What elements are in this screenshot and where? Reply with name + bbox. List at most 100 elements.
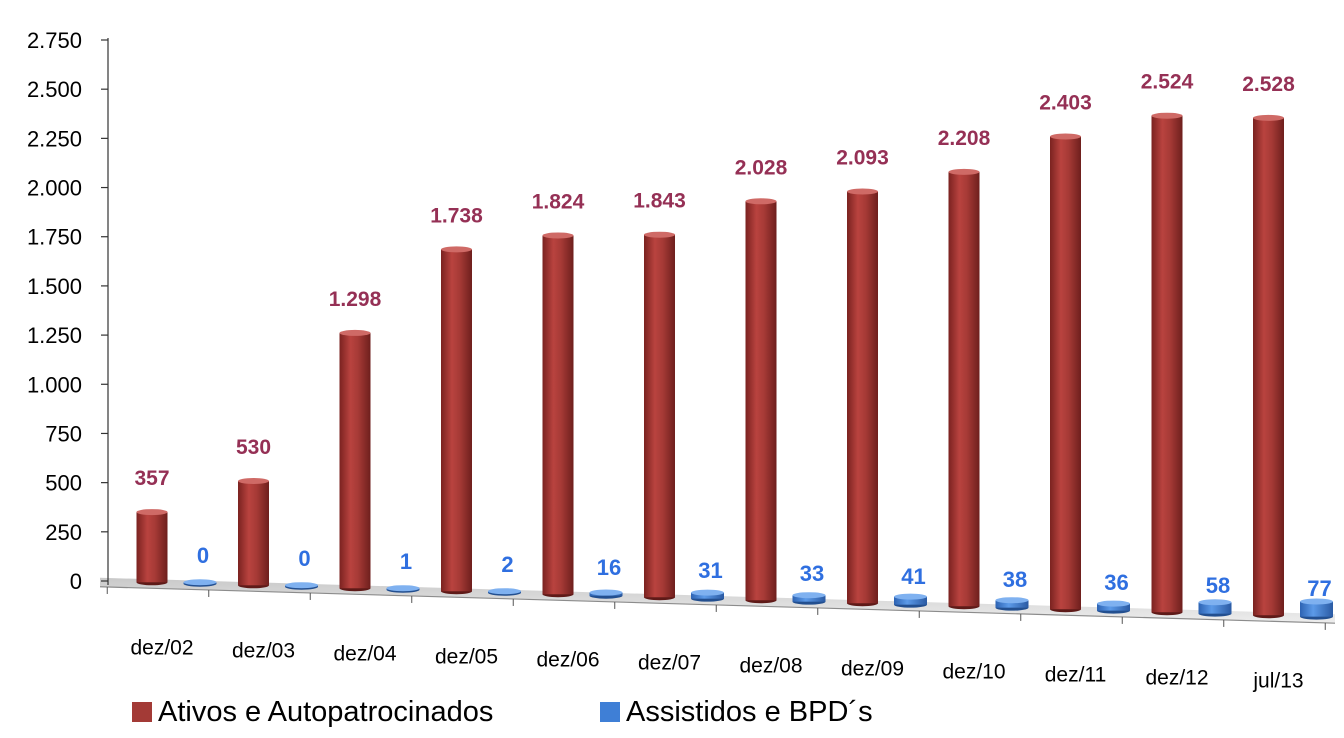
x-tick-label: dez/02: [130, 636, 193, 659]
data-label-assistidos: 33: [800, 561, 824, 586]
x-tick-label: dez/04: [333, 642, 396, 665]
bar-assistidos-top: [1198, 599, 1232, 606]
bar-ativos: [644, 234, 675, 598]
data-label-ativos: 2.028: [735, 156, 788, 179]
legend-label-ativos: Ativos e Autopatrocinados: [158, 695, 494, 728]
x-tick-label: dez/11: [1045, 663, 1107, 686]
bar-assistidos-top: [386, 585, 420, 592]
bar-ativos-top: [644, 231, 675, 238]
bar-assistidos: [691, 592, 724, 599]
bar-ativos-top: [136, 509, 168, 516]
x-axis-line: [99, 586, 1336, 624]
x-tick-label: jul/13: [1252, 669, 1303, 692]
bar-ativos: [847, 191, 878, 604]
y-tick-label: 250: [45, 520, 82, 545]
y-tick-label: 2.750: [27, 28, 82, 53]
bar-ativos: [1151, 115, 1183, 613]
x-tick-label: dez/06: [536, 648, 599, 671]
x-tick-label: dez/10: [942, 660, 1005, 683]
bar-ativos-top: [238, 478, 269, 485]
bar-ativos: [745, 201, 777, 601]
data-label-ativos: 2.403: [1039, 92, 1092, 115]
legend-swatch-ativos: [132, 702, 152, 722]
y-tick-label: 500: [45, 471, 82, 496]
data-label-assistidos: 2: [501, 552, 513, 577]
bar-ativos: [542, 235, 574, 595]
bar-ativos-top: [339, 329, 371, 336]
data-label-assistidos: 1: [400, 549, 412, 574]
y-tick-label: 2.250: [27, 126, 82, 151]
y-tick-label: 1.000: [27, 372, 82, 397]
bar-assistidos: [995, 600, 1029, 608]
bar-ativos: [1253, 117, 1284, 616]
data-label-assistidos: 41: [901, 564, 925, 589]
data-label-ativos: 2.093: [836, 147, 889, 170]
bar-assistidos-top: [1300, 598, 1333, 605]
bar-ativos-top: [948, 168, 980, 175]
chart-axes: 0 250 500 750 1.000 1.250 1.500 1.750 2.000 2.250…: [27, 28, 1326, 692]
data-label-ativos: 1.298: [329, 288, 382, 311]
legend-item-assistidos: Assistidos e BPD´s: [600, 692, 873, 732]
bar-assistidos-top: [589, 589, 623, 596]
data-label-assistidos: 0: [197, 543, 209, 568]
y-tick-label: 1.500: [27, 274, 82, 299]
data-label-assistidos: 36: [1104, 570, 1128, 595]
y-tick-label: 0: [70, 569, 82, 594]
bar-assistidos: [1300, 601, 1333, 617]
data-label-ativos: 1.843: [633, 190, 686, 213]
data-label-ativos: 1.824: [532, 190, 585, 213]
x-tick-label: dez/05: [435, 645, 498, 668]
bar-assistidos: [1198, 602, 1232, 614]
y-tick-label: 2.500: [27, 77, 82, 102]
data-label-ativos: 2.208: [938, 127, 991, 150]
y-tick-label: 1.750: [27, 225, 82, 250]
data-label-ativos: 530: [236, 436, 271, 459]
data-label-assistidos: 77: [1307, 576, 1331, 601]
legend-swatch-assistidos: [600, 702, 620, 722]
data-label-ativos: 2.524: [1141, 71, 1194, 94]
bar-ativos: [948, 171, 980, 607]
legend-label-assistidos: Assistidos e BPD´s: [626, 695, 873, 728]
chart-bars: [136, 112, 1333, 620]
bar-ativos-top: [847, 188, 878, 195]
bar-assistidos-top: [792, 592, 826, 599]
data-label-assistidos: 0: [298, 546, 310, 571]
bar-assistidos: [1097, 603, 1130, 611]
chart-data-labels: 357 0 530 0 1.298 1 1.738 2 1.824 16 1.843 31 2.028 3…: [134, 71, 1331, 601]
bar-ativos: [339, 332, 371, 589]
bar-ativos-top: [1050, 133, 1081, 140]
bar-ativos-top: [1253, 114, 1284, 121]
x-tick-label: dez/07: [638, 651, 701, 674]
bar-assistidos-top: [183, 579, 217, 586]
bar-ativos-top: [441, 246, 472, 253]
bar-assistidos-top: [995, 597, 1029, 604]
legend-item-ativos: Ativos e Autopatrocinados: [132, 692, 493, 732]
bar-ativos: [441, 249, 472, 592]
bar-assistidos-top: [894, 593, 927, 600]
data-label-assistidos: 16: [597, 555, 621, 580]
data-label-ativos: 357: [134, 467, 169, 490]
bar-assistidos-top: [691, 589, 724, 596]
bar-assistidos: [792, 595, 826, 602]
data-label-assistidos: 31: [698, 558, 722, 583]
bar-ativos-top: [542, 232, 574, 239]
bar-assistidos: [894, 596, 927, 605]
data-label-ativos: 1.738: [430, 204, 483, 227]
x-tick-label: dez/09: [841, 657, 904, 680]
data-label-assistidos: 38: [1003, 567, 1027, 592]
bar-ativos-top: [745, 198, 777, 205]
y-tick-label: 1.250: [27, 323, 82, 348]
y-tick-label: 2.000: [27, 176, 82, 201]
data-label-assistidos: 58: [1206, 573, 1230, 598]
x-tick-label: dez/12: [1145, 666, 1208, 689]
bar-assistidos-top: [285, 582, 318, 589]
bar-ativos: [238, 481, 269, 586]
bar-assistidos-top: [488, 588, 521, 595]
bar-ativos: [136, 512, 168, 583]
bar-ativos: [1050, 136, 1081, 610]
bar-assistidos-top: [1097, 600, 1130, 607]
y-tick-label: 750: [45, 421, 82, 446]
x-tick-label: dez/03: [232, 639, 295, 662]
bar-ativos-top: [1151, 112, 1183, 119]
